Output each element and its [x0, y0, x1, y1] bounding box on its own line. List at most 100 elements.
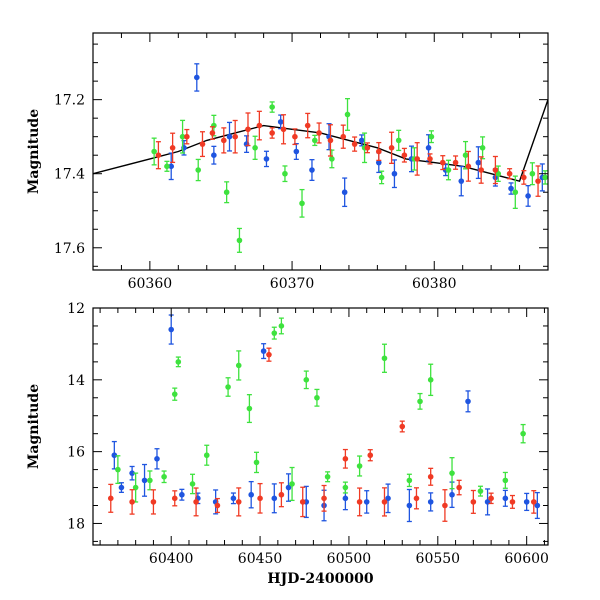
data-marker	[245, 126, 251, 133]
data-marker	[356, 463, 363, 469]
data-marker	[256, 122, 263, 129]
data-marker	[193, 74, 200, 81]
data-marker	[203, 452, 210, 459]
data-point	[199, 131, 206, 158]
plot-frame	[92, 307, 549, 546]
data-marker	[221, 137, 227, 144]
data-point	[257, 482, 263, 514]
data-point	[245, 112, 251, 147]
data-marker	[329, 156, 335, 162]
data-marker	[299, 499, 306, 505]
data-marker	[449, 491, 455, 498]
data-marker	[179, 491, 185, 498]
data-point	[309, 159, 315, 182]
data-marker	[111, 452, 118, 459]
y-tick-label: 17.2	[54, 93, 85, 109]
data-point	[161, 470, 167, 484]
data-marker	[478, 167, 484, 173]
data-marker	[445, 167, 452, 173]
data-marker	[132, 484, 139, 491]
data-point	[385, 483, 391, 514]
data-point	[155, 141, 162, 170]
data-point	[445, 159, 452, 181]
data-point	[175, 356, 182, 368]
data-marker	[475, 159, 482, 166]
data-marker	[414, 156, 420, 162]
data-marker	[147, 477, 153, 484]
data-marker	[525, 193, 531, 199]
data-point	[406, 473, 413, 488]
data-point	[452, 155, 459, 170]
data-marker	[226, 133, 233, 140]
data-point	[193, 63, 200, 92]
data-marker	[324, 473, 331, 480]
y-tick-label: 17.6	[54, 241, 85, 257]
data-point	[248, 480, 254, 509]
y-axis-title: Magnitude	[26, 109, 42, 194]
data-marker	[378, 174, 385, 181]
data-point	[263, 150, 270, 168]
data-marker	[509, 499, 516, 505]
data-point	[129, 465, 135, 481]
data-marker	[214, 502, 221, 509]
data-marker	[225, 384, 231, 390]
data-point	[292, 128, 298, 146]
data-marker	[303, 377, 310, 383]
data-marker	[530, 499, 537, 505]
data-marker	[199, 141, 206, 147]
data-marker	[344, 111, 351, 118]
data-point	[150, 489, 157, 515]
data-point	[427, 467, 434, 486]
bottom-panel: 60400 60450 60500 60550 60600 12 14 16 18 Magnitu…	[26, 301, 549, 587]
data-point	[427, 153, 433, 165]
data-marker	[293, 148, 300, 155]
data-marker	[452, 159, 459, 166]
data-marker	[395, 137, 402, 144]
data-point	[395, 129, 402, 152]
data-marker	[342, 495, 349, 502]
data-marker	[425, 144, 432, 151]
data-marker	[154, 456, 160, 462]
data-marker	[278, 491, 285, 498]
data-point	[521, 170, 527, 185]
data-point	[378, 170, 385, 185]
data-point	[413, 487, 420, 510]
data-marker	[508, 185, 514, 192]
data-marker	[246, 405, 253, 412]
data-marker	[271, 495, 278, 502]
data-point	[488, 492, 494, 505]
data-marker	[211, 152, 217, 159]
data-marker	[479, 144, 486, 151]
data-marker	[428, 133, 435, 140]
data-marker	[342, 484, 349, 491]
data-marker	[399, 423, 406, 430]
data-point	[129, 489, 135, 515]
data-marker	[115, 466, 121, 473]
x-tick-label: 60370	[270, 276, 315, 292]
data-marker	[232, 133, 238, 140]
data-point	[226, 121, 233, 152]
data-point	[280, 114, 287, 145]
data-marker	[439, 159, 446, 166]
data-marker	[171, 495, 178, 502]
data-marker	[168, 163, 175, 170]
data-point	[132, 472, 139, 503]
data-point	[195, 158, 202, 182]
data-point	[465, 150, 472, 182]
data-point	[327, 124, 334, 157]
data-point	[495, 165, 502, 183]
data-marker	[529, 170, 536, 177]
data-point	[304, 112, 311, 139]
plot-area	[107, 314, 541, 523]
data-marker	[363, 499, 370, 505]
data-marker	[168, 326, 175, 333]
data-marker	[427, 473, 434, 480]
data-marker	[271, 330, 278, 336]
data-point	[475, 146, 482, 180]
plot-area	[93, 63, 548, 253]
data-marker	[406, 502, 413, 509]
x-tick-label: 60550	[416, 551, 461, 567]
data-point	[529, 162, 536, 186]
data-marker	[230, 495, 237, 502]
data-point	[289, 466, 295, 502]
